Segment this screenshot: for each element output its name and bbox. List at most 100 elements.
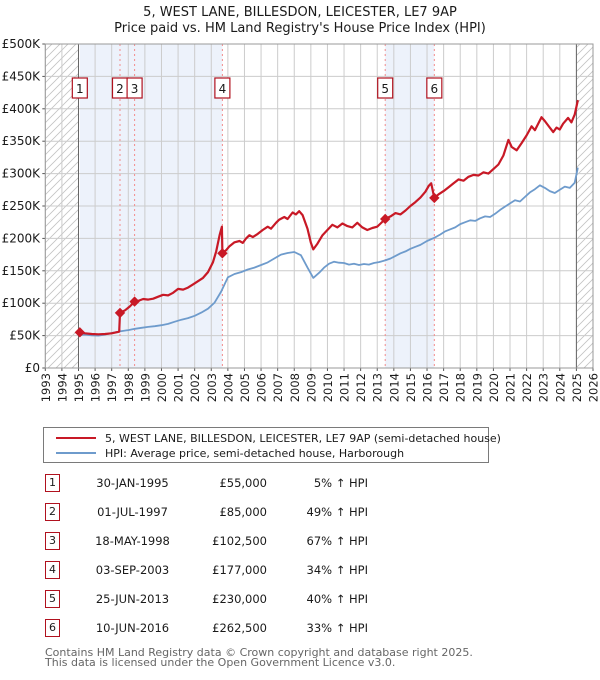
sale-hpi-delta: 34% ↑ HPI <box>306 562 368 577</box>
sale-marker-4 <box>217 248 228 259</box>
sale-number-badge: 1 <box>45 473 60 492</box>
sale-flag-box-4 <box>214 77 231 99</box>
sale-number-badge: 4 <box>45 560 60 579</box>
y-axis-labels: £0 £50K £100K £150K £200K £250K £300K £350K £400… <box>2 37 42 375</box>
svg-text:2017: 2017 <box>437 373 451 402</box>
sale-flag-label-4: 4 <box>219 82 227 96</box>
sale-hpi-delta: 33% ↑ HPI <box>306 620 368 635</box>
svg-text:2015: 2015 <box>404 373 418 402</box>
svg-text:1998: 1998 <box>122 373 136 402</box>
svg-text:£150K: £150K <box>2 264 42 278</box>
svg-text:£400K: £400K <box>2 102 42 116</box>
sale-marker-3 <box>129 296 140 307</box>
svg-text:2012: 2012 <box>354 373 368 402</box>
svg-text:2021: 2021 <box>504 373 518 402</box>
svg-text:1996: 1996 <box>89 373 103 402</box>
svg-text:2005: 2005 <box>238 373 252 402</box>
svg-text:2010: 2010 <box>321 373 335 402</box>
sale-date: 03-SEP-2003 <box>95 562 170 577</box>
property-line <box>78 99 579 336</box>
svg-text:£450K: £450K <box>2 69 42 83</box>
svg-text:1997: 1997 <box>105 373 119 402</box>
svg-text:£200K: £200K <box>2 231 42 245</box>
legend-hpi-label: HPI: Average price, semi-detached house,… <box>105 446 405 460</box>
sale-row-5: 5 25-JUN-2013 £230,000 40% ↑ HPI <box>45 589 368 608</box>
svg-text:2020: 2020 <box>487 373 501 402</box>
sale-row-2: 2 01-JUL-1997 £85,000 49% ↑ HPI <box>45 502 368 521</box>
page-subtitle: Price paid vs. HM Land Registry's House … <box>114 21 486 36</box>
footer-line-2: This data is licensed under the Open Gov… <box>45 656 396 669</box>
svg-text:£350K: £350K <box>2 134 42 148</box>
svg-text:2023: 2023 <box>537 373 551 402</box>
sale-flag-label-1: 1 <box>76 82 84 96</box>
svg-text:2013: 2013 <box>371 373 385 402</box>
svg-text:£100K: £100K <box>2 296 42 310</box>
sale-date: 18-MAY-1998 <box>95 533 170 548</box>
svg-text:1994: 1994 <box>55 373 69 402</box>
price-chart: 1 2 3 4 5 6£0£50K£100K£150K£200K£250K£300K£35… <box>2 37 600 402</box>
sale-price: £230,000 <box>212 591 267 606</box>
sale-hpi-delta: 40% ↑ HPI <box>306 591 368 606</box>
sale-number-badge: 3 <box>45 531 60 550</box>
sale-marker-5 <box>380 213 391 225</box>
sale-marker-6 <box>429 192 440 204</box>
sale-flag-box-6 <box>426 77 443 99</box>
sale-row-4: 4 03-SEP-2003 £177,000 34% ↑ HPI <box>45 560 368 579</box>
svg-text:2008: 2008 <box>288 373 302 402</box>
svg-text:1995: 1995 <box>72 373 86 402</box>
footer-line-1: Contains HM Land Registry data © Crown c… <box>45 646 473 659</box>
svg-text:2006: 2006 <box>255 373 269 402</box>
hpi-line-swatch <box>56 452 96 454</box>
sale-price: £262,500 <box>212 620 267 635</box>
svg-text:2022: 2022 <box>520 373 534 402</box>
svg-text:£250K: £250K <box>2 199 42 213</box>
svg-text:2002: 2002 <box>188 373 202 402</box>
sale-hpi-delta: 5% ↑ HPI <box>313 475 368 490</box>
legend-item-property: 5, WEST LANE, BILLESDON, LEICESTER, LE7 … <box>44 431 501 445</box>
sale-number-badge: 6 <box>45 618 60 637</box>
svg-text:£50K: £50K <box>9 329 41 343</box>
legend-property-label: 5, WEST LANE, BILLESDON, LEICESTER, LE7 … <box>105 431 501 445</box>
sale-flag-label-2: 2 <box>116 82 124 96</box>
sale-flag-box-3 <box>126 77 143 99</box>
sale-price: £102,500 <box>212 533 267 548</box>
sale-hpi-delta: 49% ↑ HPI <box>306 504 368 519</box>
svg-text:2019: 2019 <box>470 373 484 402</box>
sale-row-3: 3 18-MAY-1998 £102,500 67% ↑ HPI <box>45 531 368 550</box>
svg-text:2004: 2004 <box>221 373 235 402</box>
svg-text:2007: 2007 <box>271 373 285 402</box>
plot-border <box>44 43 594 369</box>
sale-date: 10-JUN-2016 <box>95 620 170 635</box>
svg-text:2016: 2016 <box>421 373 435 402</box>
svg-text:1993: 1993 <box>39 373 53 402</box>
sale-date: 01-JUL-1997 <box>97 504 168 519</box>
sale-flag-label-3: 3 <box>131 82 139 96</box>
sale-number-badge: 2 <box>45 502 60 521</box>
svg-text:2001: 2001 <box>172 373 186 402</box>
page-title: 5, WEST LANE, BILLESDON, LEICESTER, LE7 … <box>143 5 457 20</box>
license-footer: Contains HM Land Registry data © Crown c… <box>45 646 473 669</box>
svg-text:2025: 2025 <box>570 373 584 402</box>
svg-text:£300K: £300K <box>2 167 42 181</box>
sale-hpi-delta: 67% ↑ HPI <box>306 533 368 548</box>
svg-text:2026: 2026 <box>587 373 600 402</box>
sale-price: £85,000 <box>219 504 267 519</box>
sale-date: 30-JAN-1995 <box>96 475 169 490</box>
chart-legend: 5, WEST LANE, BILLESDON, LEICESTER, LE7 … <box>43 427 501 463</box>
sale-price: £55,000 <box>219 475 267 490</box>
x-axis-labels: 1993 1994 1995 1996 1997 1998 1999 2000 2001 2002… <box>39 373 600 402</box>
svg-text:2009: 2009 <box>304 373 318 402</box>
svg-text:2000: 2000 <box>155 373 169 402</box>
sale-date: 25-JUN-2013 <box>95 591 170 606</box>
svg-text:2011: 2011 <box>338 373 352 402</box>
sale-marker-1 <box>74 327 86 338</box>
sale-flag-label-5: 5 <box>381 82 389 96</box>
svg-text:2018: 2018 <box>454 373 468 402</box>
sale-price: £177,000 <box>212 562 267 577</box>
sale-marker-2 <box>114 307 126 319</box>
sale-number-badge: 5 <box>45 589 60 608</box>
svg-text:2014: 2014 <box>387 373 401 402</box>
svg-text:2024: 2024 <box>553 373 567 402</box>
svg-text:£500K: £500K <box>2 37 42 51</box>
sale-row-1: 1 30-JAN-1995 £55,000 5% ↑ HPI <box>45 473 368 492</box>
